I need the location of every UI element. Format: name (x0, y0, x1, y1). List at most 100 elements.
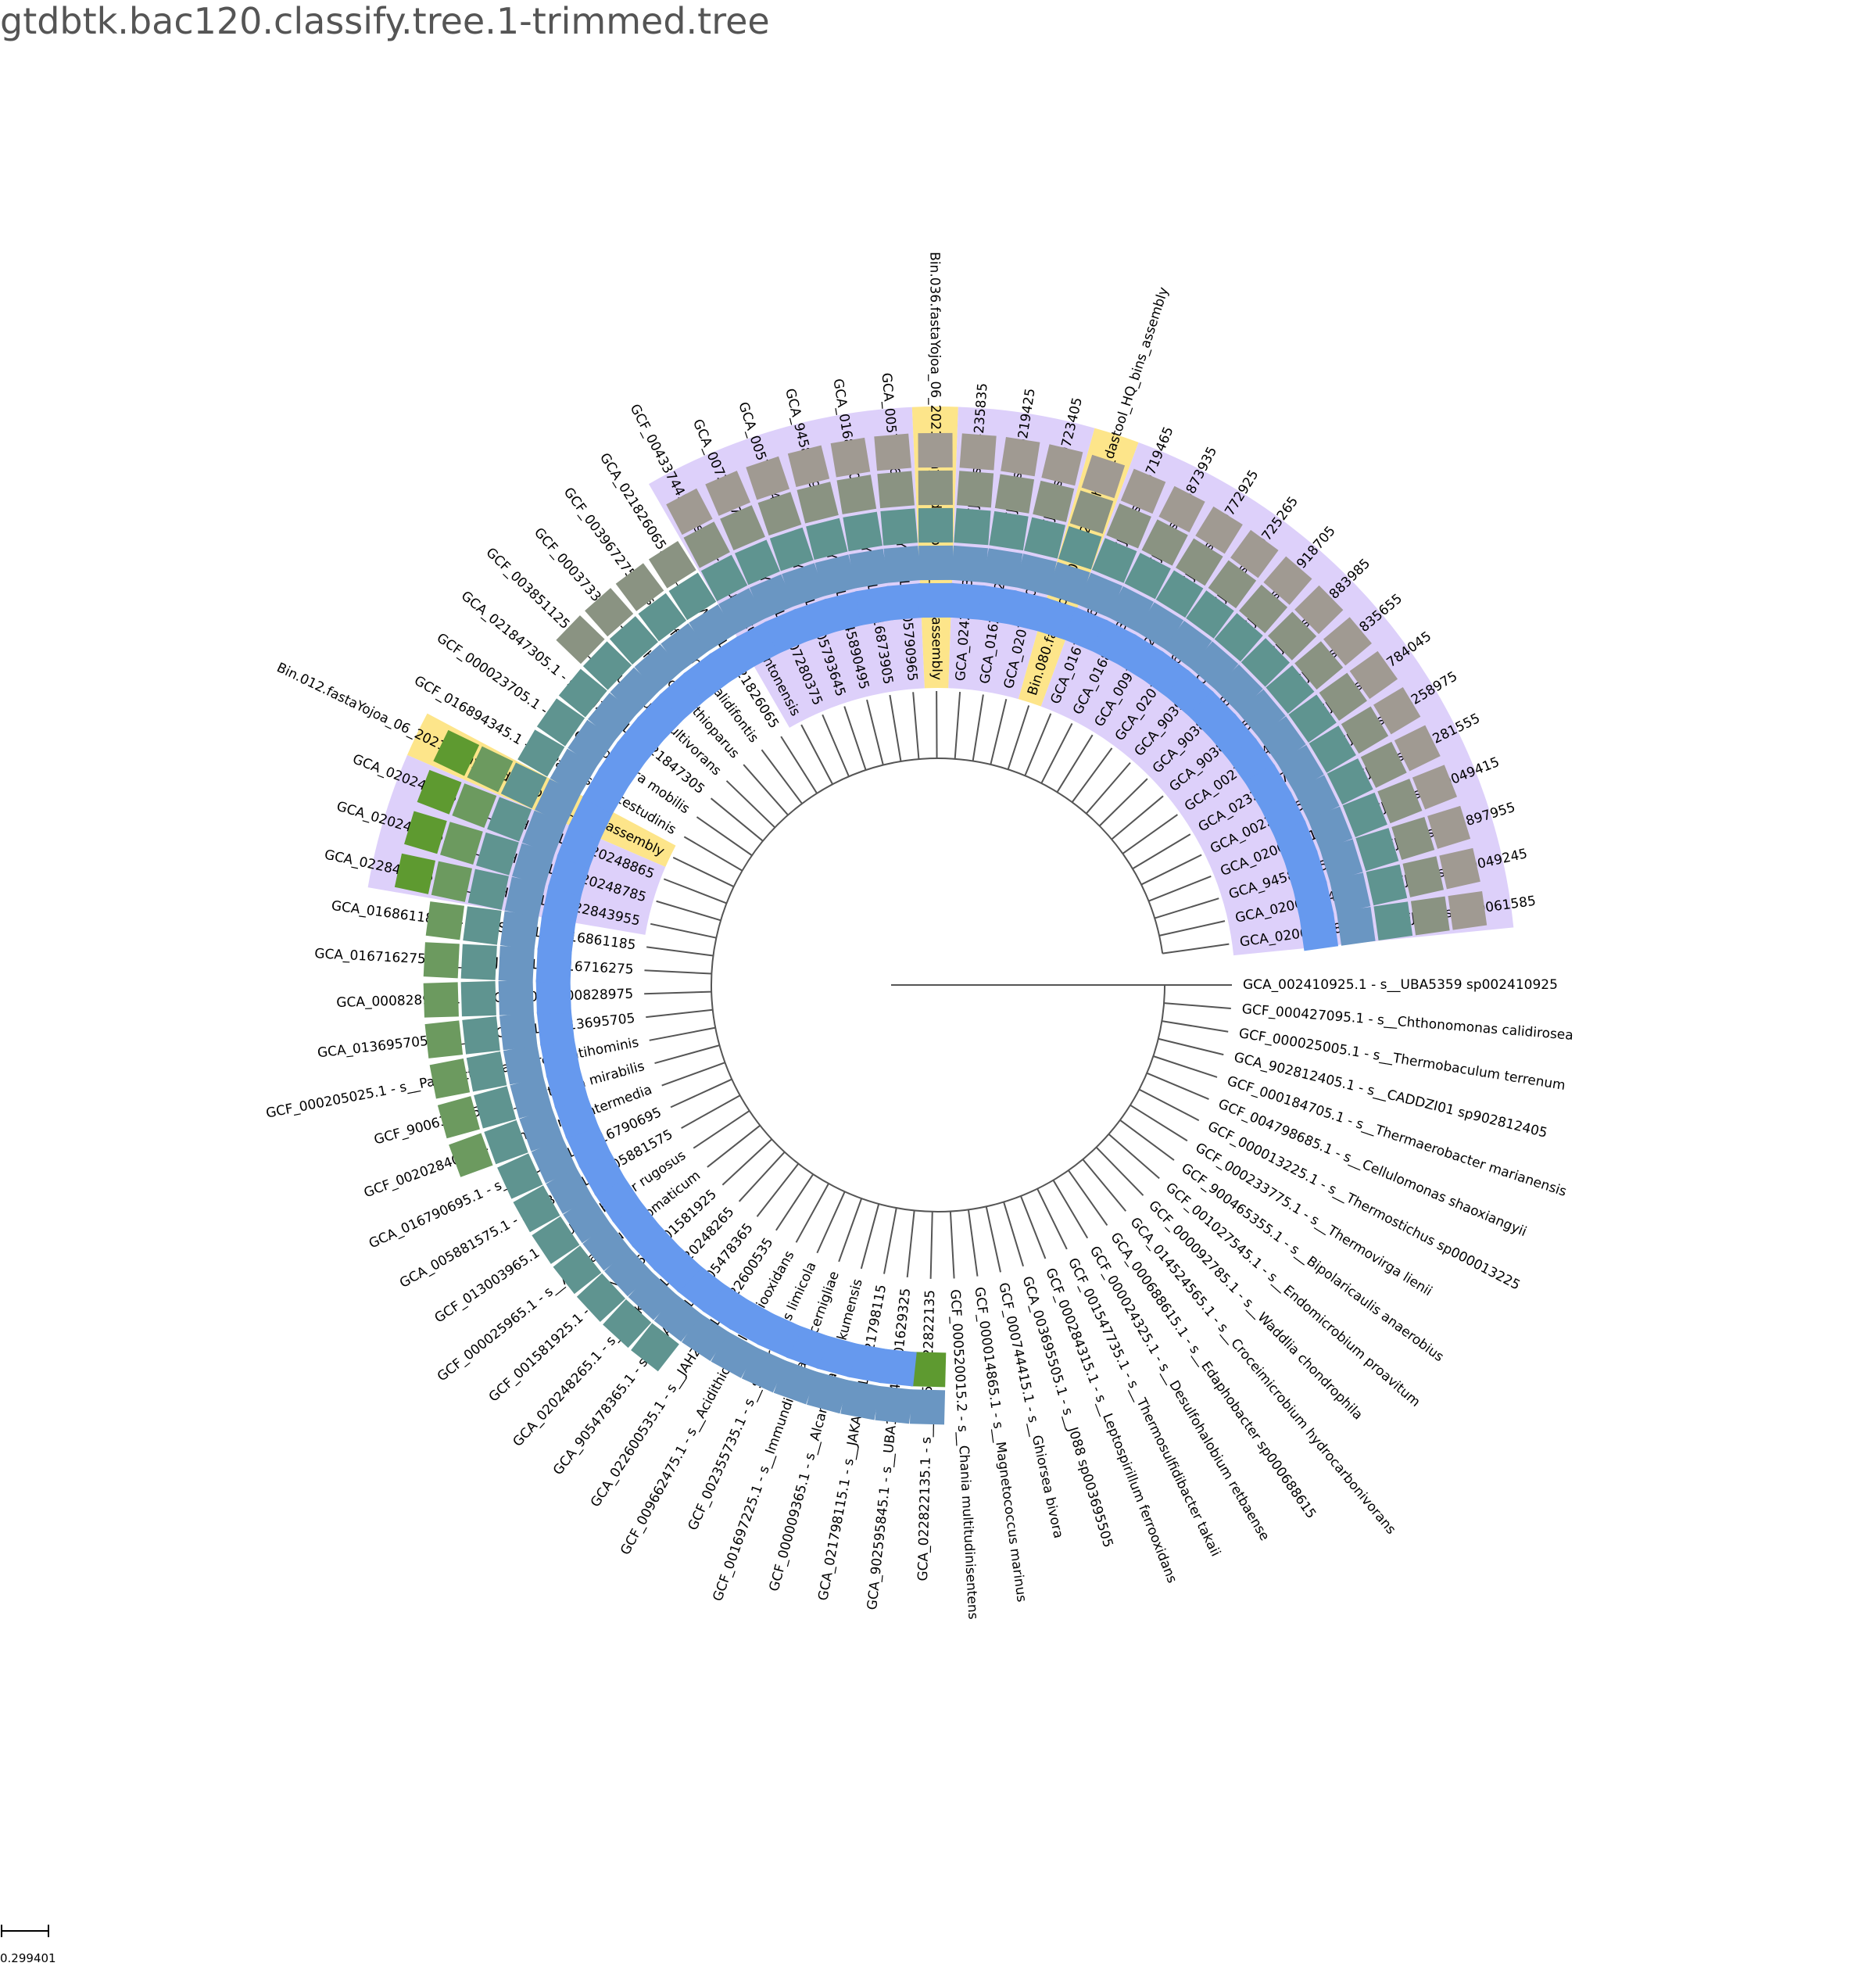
heatmap-tile (1058, 526, 1102, 570)
heatmap-tile (1326, 758, 1373, 805)
scale-bar-label: 0.299401 (0, 1951, 56, 1965)
heatmap-tile (1276, 744, 1324, 793)
heatmap-tile (1293, 775, 1340, 822)
tree-branch (1130, 1104, 1188, 1142)
heatmap-tile (741, 1347, 788, 1393)
tree-branches (644, 690, 1232, 1279)
tree-branch (644, 990, 712, 995)
heatmap-tile (1176, 538, 1223, 586)
tree-branch (889, 694, 902, 762)
tree-branch (1162, 1020, 1229, 1033)
tree-branch (954, 691, 961, 759)
heatmap-tile (886, 582, 925, 621)
heatmap-tile (782, 563, 825, 607)
heatmap-tile (504, 876, 546, 918)
tree-branch (1020, 1195, 1047, 1259)
heatmap-tile (1283, 850, 1327, 894)
heatmap-tile (918, 507, 954, 543)
heatmap-tile (1448, 890, 1488, 930)
heatmap-tile (576, 1273, 626, 1323)
tree-branch (795, 1183, 829, 1243)
tree-branch (1146, 1072, 1209, 1100)
heatmap-tile (1041, 444, 1083, 486)
heatmap-tile (466, 1051, 507, 1092)
tree-branch (756, 1162, 800, 1217)
heatmap-tile (836, 475, 877, 514)
tree-branch (1158, 920, 1226, 937)
tree-branch (1007, 705, 1030, 770)
heatmap-tile (918, 582, 954, 618)
heatmap-tile (849, 548, 889, 589)
heatmap-tile (1208, 560, 1257, 609)
heatmap-tile (1001, 437, 1040, 477)
heatmap-tile (1214, 613, 1263, 662)
heatmap-tile (787, 445, 830, 487)
heatmap-tile (433, 729, 480, 776)
heatmap-tile (720, 505, 765, 551)
heatmap-tile (1033, 480, 1075, 522)
tree-branch (949, 1211, 955, 1279)
tree-branch (725, 780, 776, 829)
tree-branch (743, 764, 789, 816)
heatmap-tile (705, 471, 751, 516)
heatmap-tile (467, 746, 514, 793)
heatmap-tile (1294, 585, 1344, 635)
heatmap-tile (956, 471, 994, 508)
tree-branch (646, 946, 714, 957)
heatmap-tile (977, 585, 1017, 625)
heatmap-tile (1323, 617, 1372, 666)
tree-branch (1111, 795, 1164, 840)
heatmap-tile (877, 471, 915, 509)
leaf-label: GCA_002410925.1 - s__UBA5359 sp002410925 (1243, 977, 1558, 993)
heatmap-tile (417, 769, 462, 815)
tree-branch (883, 1207, 897, 1274)
tree-branch (656, 900, 721, 922)
scale-bar (1, 1925, 49, 1937)
tree-branch (761, 749, 803, 804)
heatmap-tile (1412, 765, 1458, 810)
heatmap-tile (440, 822, 483, 865)
heatmap-tile (880, 508, 918, 546)
tree-branch (646, 1008, 713, 1019)
tree-branch (816, 1191, 846, 1254)
heatmap-tile (423, 942, 460, 979)
heatmap-tile (631, 1323, 679, 1372)
heatmap-tile (948, 582, 986, 620)
heatmap-tile (1077, 572, 1123, 618)
heatmap-tile (874, 433, 911, 471)
heatmap-tile (840, 1380, 881, 1420)
heatmap-tile (1308, 806, 1353, 851)
tree-branch (990, 699, 1008, 765)
heatmap-tile (1024, 517, 1066, 559)
heatmap-tile (609, 616, 658, 665)
heatmap-tile (460, 980, 496, 1017)
tree-branch (649, 1026, 716, 1041)
heatmap-tile (683, 521, 730, 568)
heatmap-tile (429, 1058, 471, 1099)
heatmap-tile (814, 554, 857, 596)
heatmap-tile (1349, 650, 1398, 700)
tree-branch (1003, 1202, 1024, 1267)
heatmap-tile (503, 1044, 544, 1085)
heatmap-tile (989, 510, 1029, 551)
tree-branch (650, 922, 717, 939)
heatmap-tile (954, 508, 991, 546)
heatmap-tile (959, 433, 997, 471)
heatmap-tile (1366, 864, 1408, 906)
heatmap-tile (497, 1153, 543, 1199)
tree-branch (696, 816, 753, 857)
heatmap-tile (540, 1037, 581, 1078)
heatmap-tile (512, 843, 555, 886)
heatmap-tile (535, 947, 572, 984)
heatmap-tile (1427, 805, 1471, 849)
tree-branch (1122, 814, 1178, 854)
heatmap-tile (556, 615, 605, 664)
tree-branch (654, 1044, 720, 1064)
heatmap-tile (843, 511, 883, 552)
tree-branch (644, 969, 712, 975)
heatmap-tile (463, 906, 502, 945)
heatmap-tile (1377, 779, 1423, 824)
heatmap-tile (452, 783, 497, 829)
heatmap-tile (1394, 725, 1441, 772)
